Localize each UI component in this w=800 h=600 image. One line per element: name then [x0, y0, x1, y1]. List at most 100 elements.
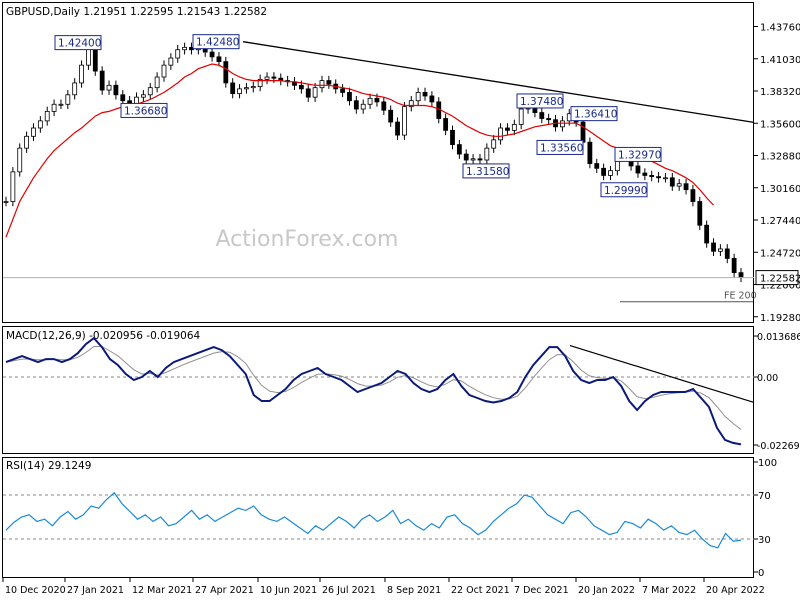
candle-body	[511, 124, 517, 131]
candle	[587, 137, 593, 169]
candle-body	[683, 183, 689, 191]
rsi-panel-title: RSI(14) 29.1249	[6, 460, 91, 472]
candle	[37, 116, 43, 133]
candle-body	[374, 97, 380, 103]
candle	[17, 143, 23, 177]
date-tick-label: 8 Sep 2021	[387, 585, 441, 596]
candle-body	[65, 94, 71, 105]
candle-body	[704, 224, 710, 244]
candle-body	[44, 110, 50, 122]
swing-level-label: 1.36410	[570, 106, 618, 122]
candle	[271, 72, 277, 83]
candle	[353, 95, 359, 114]
candle	[724, 244, 730, 264]
candle-body	[587, 141, 593, 164]
candle	[422, 87, 428, 101]
candle-body	[635, 165, 641, 174]
candle-body	[697, 201, 703, 226]
candle	[484, 143, 490, 165]
candle-body	[298, 84, 304, 90]
price-tick-label: 1.43760	[760, 23, 800, 34]
candle	[477, 154, 483, 165]
macd-plot	[3, 336, 755, 446]
swing-level-label: 1.37480	[516, 93, 564, 109]
candle-body	[79, 64, 84, 84]
candle	[367, 93, 373, 110]
candle-body	[477, 158, 483, 161]
candle-body	[463, 153, 469, 161]
candle-body	[305, 88, 311, 98]
candle	[408, 95, 414, 112]
swing-level-box	[54, 35, 102, 51]
date-tick-label: 10 Jun 2021	[260, 585, 317, 596]
candle-body	[518, 108, 524, 125]
swing-level-text: 1.29990	[604, 185, 647, 197]
candle	[237, 84, 242, 99]
macd-tick-label: 0.00	[757, 373, 778, 384]
date-tick-label: 22 Oct 2021	[451, 585, 510, 596]
candle	[663, 173, 668, 183]
swing-level-label: 1.42400	[54, 35, 102, 51]
candle	[381, 97, 387, 115]
date-tick-label: 20 Jan 2022	[578, 585, 635, 596]
candle-body	[717, 248, 723, 252]
candle-body	[271, 76, 277, 79]
current-price-label: 1.22582	[760, 274, 800, 285]
candle-body	[505, 127, 510, 131]
candle	[106, 80, 112, 95]
candle-body	[663, 177, 668, 180]
candle-body	[422, 92, 428, 97]
candle	[690, 184, 696, 207]
price-panel-frame	[2, 2, 754, 323]
candle	[560, 116, 565, 132]
candle-body	[37, 120, 43, 129]
candle	[731, 253, 737, 278]
swing-level-label: 1.36680	[120, 102, 168, 118]
candle-body	[388, 109, 394, 123]
candle	[450, 125, 455, 150]
candle-body	[470, 158, 476, 161]
swing-level-label: 1.32970	[614, 146, 662, 162]
macd-tick-label: 0.013686	[757, 332, 800, 343]
candle	[113, 80, 119, 100]
candle-body	[326, 80, 332, 85]
candle-body	[147, 87, 153, 96]
price-panel-title: GBPUSD,Daily 1.21951 1.22595 1.21543 1.2…	[6, 6, 267, 18]
candle-body	[690, 189, 696, 202]
candle	[51, 99, 57, 117]
price-tick-label: 1.35600	[760, 119, 800, 130]
candle-body	[31, 127, 36, 137]
candle	[683, 178, 689, 195]
swing-level-label: 1.42480	[192, 34, 240, 50]
candle-body	[711, 242, 716, 252]
candle-body	[223, 61, 229, 84]
candle	[10, 167, 16, 207]
candle-body	[395, 121, 400, 136]
candle	[498, 123, 503, 145]
rsi-panel-frame	[2, 457, 754, 578]
swing-level-text: 1.32970	[618, 149, 661, 161]
candle-body	[92, 48, 98, 72]
candle	[463, 149, 469, 165]
candle-body	[642, 172, 648, 176]
candle-body	[649, 175, 655, 178]
candle	[511, 119, 517, 136]
candle	[456, 139, 462, 159]
candle-body	[86, 48, 91, 66]
candle-body	[601, 167, 607, 176]
swing-level-box	[120, 102, 168, 118]
candle-body	[731, 258, 737, 274]
macd-line	[5, 336, 742, 446]
candle	[264, 72, 270, 85]
swing-level-box	[570, 106, 618, 122]
date-tick-label: 7 Mar 2022	[642, 585, 696, 596]
candle-body	[360, 103, 366, 110]
candle	[429, 91, 435, 107]
candle	[24, 131, 30, 153]
candle	[65, 90, 71, 110]
candle-body	[367, 97, 373, 105]
candle-body	[58, 103, 64, 106]
candle-body	[99, 70, 105, 91]
candle	[402, 101, 407, 140]
candle-body	[161, 64, 167, 78]
